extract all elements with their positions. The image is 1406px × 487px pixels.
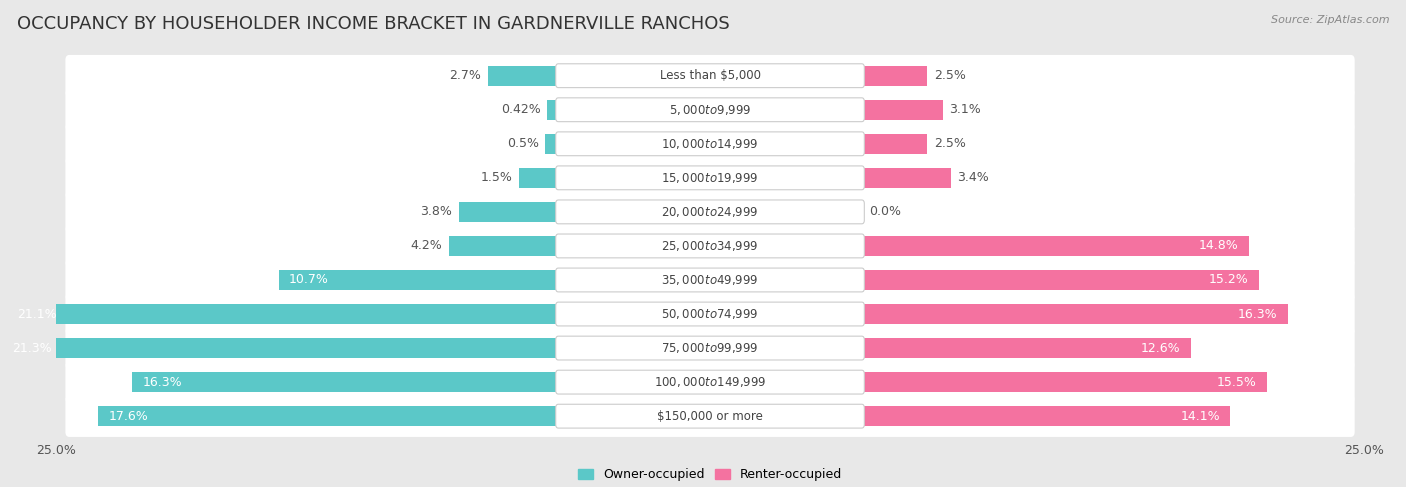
Text: 0.0%: 0.0% [869,206,901,218]
Text: 1.5%: 1.5% [481,171,513,185]
FancyBboxPatch shape [555,404,865,428]
Text: Less than $5,000: Less than $5,000 [659,69,761,82]
Text: 21.1%: 21.1% [17,307,56,320]
FancyBboxPatch shape [555,98,865,122]
Text: $50,000 to $74,999: $50,000 to $74,999 [661,307,759,321]
Text: 15.2%: 15.2% [1209,274,1249,286]
Bar [862,338,1191,358]
Text: 21.3%: 21.3% [11,341,52,355]
Bar [862,406,1230,426]
FancyBboxPatch shape [555,166,865,190]
Bar [862,236,1249,256]
Bar [546,134,558,154]
FancyBboxPatch shape [555,234,865,258]
Bar [278,270,558,290]
FancyBboxPatch shape [66,123,1354,165]
Bar [1,338,558,358]
Text: 0.5%: 0.5% [506,137,538,150]
FancyBboxPatch shape [66,395,1354,437]
Bar [132,372,558,392]
Text: $35,000 to $49,999: $35,000 to $49,999 [661,273,759,287]
Text: 17.6%: 17.6% [108,410,148,423]
Bar [488,66,558,86]
Text: 14.1%: 14.1% [1181,410,1220,423]
FancyBboxPatch shape [66,55,1354,96]
Bar [547,100,558,120]
Text: 16.3%: 16.3% [142,375,183,389]
Bar [862,100,943,120]
Bar [862,372,1267,392]
Text: $5,000 to $9,999: $5,000 to $9,999 [669,103,751,117]
Text: $15,000 to $19,999: $15,000 to $19,999 [661,171,759,185]
FancyBboxPatch shape [555,336,865,360]
FancyBboxPatch shape [66,89,1354,131]
Text: 2.7%: 2.7% [450,69,481,82]
Text: 3.8%: 3.8% [420,206,453,218]
Text: 2.5%: 2.5% [934,69,966,82]
Bar [862,304,1288,324]
Text: 14.8%: 14.8% [1198,240,1239,252]
Text: 2.5%: 2.5% [934,137,966,150]
Text: $75,000 to $99,999: $75,000 to $99,999 [661,341,759,355]
FancyBboxPatch shape [66,327,1354,369]
Text: 4.2%: 4.2% [411,240,441,252]
FancyBboxPatch shape [555,370,865,394]
FancyBboxPatch shape [555,268,865,292]
Text: Source: ZipAtlas.com: Source: ZipAtlas.com [1271,15,1389,25]
FancyBboxPatch shape [66,157,1354,199]
FancyBboxPatch shape [66,293,1354,335]
Bar [458,202,558,222]
Text: 12.6%: 12.6% [1142,341,1181,355]
Text: 3.4%: 3.4% [957,171,988,185]
Legend: Owner-occupied, Renter-occupied: Owner-occupied, Renter-occupied [574,463,846,486]
Bar [98,406,558,426]
FancyBboxPatch shape [66,259,1354,301]
Text: $100,000 to $149,999: $100,000 to $149,999 [654,375,766,389]
Bar [862,168,950,187]
FancyBboxPatch shape [555,64,865,88]
Text: OCCUPANCY BY HOUSEHOLDER INCOME BRACKET IN GARDNERVILLE RANCHOS: OCCUPANCY BY HOUSEHOLDER INCOME BRACKET … [17,15,730,33]
Text: 10.7%: 10.7% [290,274,329,286]
Bar [7,304,558,324]
FancyBboxPatch shape [555,302,865,326]
Bar [449,236,558,256]
Text: 0.42%: 0.42% [501,103,541,116]
Bar [862,134,927,154]
Text: $10,000 to $14,999: $10,000 to $14,999 [661,137,759,151]
Bar [519,168,558,187]
Text: 16.3%: 16.3% [1237,307,1278,320]
Text: 3.1%: 3.1% [949,103,981,116]
Text: 15.5%: 15.5% [1216,375,1257,389]
Text: $25,000 to $34,999: $25,000 to $34,999 [661,239,759,253]
FancyBboxPatch shape [66,191,1354,233]
Text: $150,000 or more: $150,000 or more [657,410,763,423]
Bar [862,270,1260,290]
FancyBboxPatch shape [66,361,1354,403]
Bar [862,66,927,86]
Text: $20,000 to $24,999: $20,000 to $24,999 [661,205,759,219]
FancyBboxPatch shape [555,200,865,224]
FancyBboxPatch shape [66,225,1354,267]
FancyBboxPatch shape [555,132,865,156]
